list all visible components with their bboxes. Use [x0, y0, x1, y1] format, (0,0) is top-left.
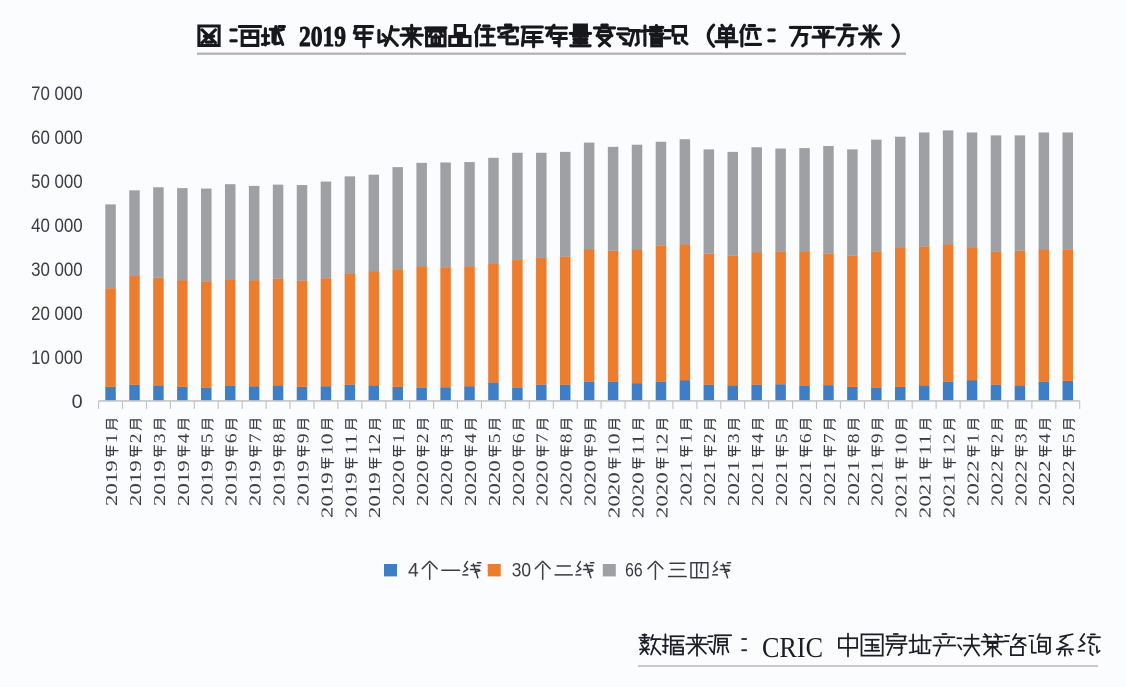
svg-text:5: 5: [198, 434, 217, 444]
svg-text:8: 8: [844, 434, 863, 444]
svg-text:11: 11: [916, 433, 935, 455]
svg-text:2020: 2020: [605, 472, 624, 518]
svg-text:2: 2: [700, 434, 719, 444]
svg-text:4: 4: [1035, 434, 1054, 444]
svg-text:2020: 2020: [628, 472, 647, 518]
svg-text:10 000: 10 000: [31, 347, 83, 369]
svg-text:2019: 2019: [246, 460, 265, 506]
svg-text:2021: 2021: [916, 472, 935, 518]
svg-text:7: 7: [246, 434, 265, 444]
svg-text:4: 4: [408, 561, 419, 582]
svg-text:2021: 2021: [940, 472, 959, 518]
svg-text:10: 10: [317, 433, 336, 455]
svg-text:12: 12: [940, 433, 959, 455]
svg-text:3: 3: [1011, 434, 1030, 444]
svg-text:2: 2: [126, 434, 145, 444]
svg-text:2019: 2019: [222, 460, 241, 506]
svg-text:1: 1: [389, 434, 408, 444]
svg-text:30 000: 30 000: [31, 259, 83, 281]
svg-text:2019: 2019: [198, 460, 217, 506]
svg-text:7: 7: [820, 434, 839, 444]
svg-text:2021: 2021: [724, 460, 743, 506]
svg-text:2020: 2020: [461, 460, 480, 506]
svg-text:2019: 2019: [341, 472, 360, 518]
svg-text:2019: 2019: [102, 460, 121, 506]
svg-text:2020: 2020: [413, 460, 432, 506]
svg-text:12: 12: [652, 433, 671, 455]
svg-text:3: 3: [150, 434, 169, 444]
svg-text:2021: 2021: [700, 460, 719, 506]
svg-text:3: 3: [437, 434, 456, 444]
svg-text:9: 9: [581, 434, 600, 444]
svg-text:2020: 2020: [581, 460, 600, 506]
svg-text:7: 7: [533, 434, 552, 444]
svg-text:6: 6: [222, 434, 241, 444]
svg-text:10: 10: [605, 433, 624, 455]
svg-text:2019: 2019: [174, 460, 193, 506]
svg-text:11: 11: [628, 433, 647, 455]
svg-text:3: 3: [724, 434, 743, 444]
svg-text:4: 4: [748, 434, 767, 444]
svg-text:2020: 2020: [652, 472, 671, 518]
svg-text:30: 30: [512, 561, 531, 582]
svg-text:60 000: 60 000: [31, 127, 83, 149]
svg-text:66: 66: [625, 561, 643, 582]
svg-text:2019: 2019: [299, 22, 346, 53]
svg-text:2020: 2020: [389, 460, 408, 506]
svg-text:2021: 2021: [676, 460, 695, 506]
svg-text:2019: 2019: [365, 472, 384, 518]
svg-text:1: 1: [963, 434, 982, 444]
svg-text:2019: 2019: [126, 460, 145, 506]
svg-text:2020: 2020: [437, 460, 456, 506]
svg-text:4: 4: [174, 434, 193, 444]
svg-text:8: 8: [269, 434, 288, 444]
svg-text:2019: 2019: [293, 460, 312, 506]
svg-text:9: 9: [868, 434, 887, 444]
svg-text:2021: 2021: [868, 460, 887, 506]
svg-text:2019: 2019: [317, 472, 336, 518]
svg-text:0: 0: [72, 391, 83, 413]
svg-text:9: 9: [293, 434, 312, 444]
svg-text:2020: 2020: [557, 460, 576, 506]
svg-text:12: 12: [365, 433, 384, 455]
svg-text:2021: 2021: [820, 460, 839, 506]
svg-text:10: 10: [892, 433, 911, 455]
svg-text:2022: 2022: [1059, 460, 1078, 506]
svg-text:2021: 2021: [844, 460, 863, 506]
svg-text:11: 11: [341, 433, 360, 455]
svg-text:2021: 2021: [892, 472, 911, 518]
svg-text:2019: 2019: [269, 460, 288, 506]
svg-text:4: 4: [461, 434, 480, 444]
svg-text:CRIC: CRIC: [762, 633, 823, 664]
svg-text:2022: 2022: [1011, 460, 1030, 506]
svg-text:50 000: 50 000: [31, 171, 83, 193]
svg-text:2022: 2022: [987, 460, 1006, 506]
svg-text:5: 5: [772, 434, 791, 444]
svg-text:6: 6: [796, 434, 815, 444]
svg-text:2020: 2020: [509, 460, 528, 506]
svg-text:2: 2: [987, 434, 1006, 444]
svg-text:2021: 2021: [796, 460, 815, 506]
svg-text:5: 5: [485, 434, 504, 444]
svg-text:2020: 2020: [533, 460, 552, 506]
svg-text:20 000: 20 000: [31, 303, 83, 325]
svg-text:5: 5: [1059, 434, 1078, 444]
svg-text:2022: 2022: [963, 460, 982, 506]
svg-text:2021: 2021: [772, 460, 791, 506]
svg-text:2019: 2019: [150, 460, 169, 506]
svg-text:2: 2: [413, 434, 432, 444]
svg-text:1: 1: [102, 434, 121, 444]
svg-text:40 000: 40 000: [31, 215, 83, 237]
svg-text:2021: 2021: [748, 460, 767, 506]
svg-text:6: 6: [509, 434, 528, 444]
svg-text:1: 1: [676, 434, 695, 444]
svg-text:2020: 2020: [485, 460, 504, 506]
svg-text:8: 8: [557, 434, 576, 444]
svg-text:2022: 2022: [1035, 460, 1054, 506]
svg-text:70 000: 70 000: [31, 83, 83, 105]
